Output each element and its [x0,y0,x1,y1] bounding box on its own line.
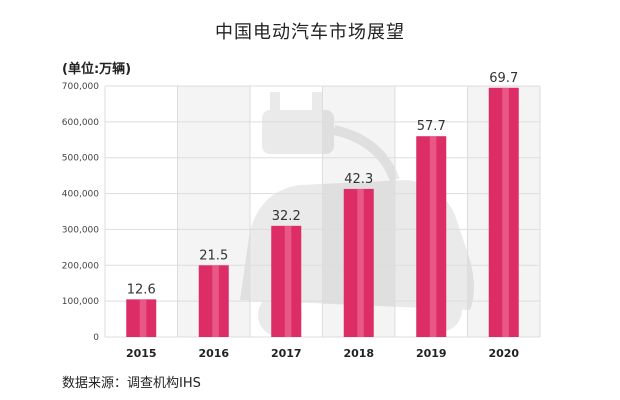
data-labels: 12.6 21.5 32.2 42.3 57.7 69.7 [127,71,518,298]
x-tick-label: 2019 [416,347,447,360]
y-tick-label: 0 [93,333,99,343]
plot-column-band [105,86,178,337]
y-tick-label: 500,000 [62,154,99,164]
data-label: 12.6 [127,282,156,297]
bar-highlight [502,87,509,338]
chart-title: 中国电动汽车市场展望 [215,22,405,43]
x-tick-label: 2015 [126,347,157,360]
data-label: 32.2 [272,209,301,224]
data-label: 57.7 [417,119,446,134]
x-tick-label: 2016 [198,347,229,360]
y-tick-label: 300,000 [62,225,99,235]
y-tick-label: 100,000 [62,297,99,307]
y-tick-label: 600,000 [62,118,99,128]
y-tick-label: 400,000 [62,190,99,200]
unit-label: (单位:万辆) [62,62,132,77]
bar-highlight [429,136,437,337]
y-tick-label: 200,000 [62,261,99,271]
x-tick-label: 2017 [271,347,302,360]
y-axis-ticks: 0 100,000 200,000 300,000 400,000 500,000 600,… [62,82,99,343]
data-label: 42.3 [344,172,373,187]
bar-highlight [284,225,292,337]
y-tick-label: 700,000 [62,82,99,92]
x-axis-labels: 2015 2016 2017 2018 2019 2020 [126,347,519,360]
gridlines [104,85,541,338]
x-tick-label: 2020 [488,347,519,360]
bar-highlight [139,299,147,337]
bar-highlight [357,188,364,337]
data-label: 69.7 [489,71,518,86]
bar-highlight [212,265,219,337]
bars [126,87,519,338]
x-tick-label: 2018 [343,347,374,360]
data-label: 21.5 [199,248,228,263]
source-note: 数据来源：调查机构IHS [62,376,201,391]
